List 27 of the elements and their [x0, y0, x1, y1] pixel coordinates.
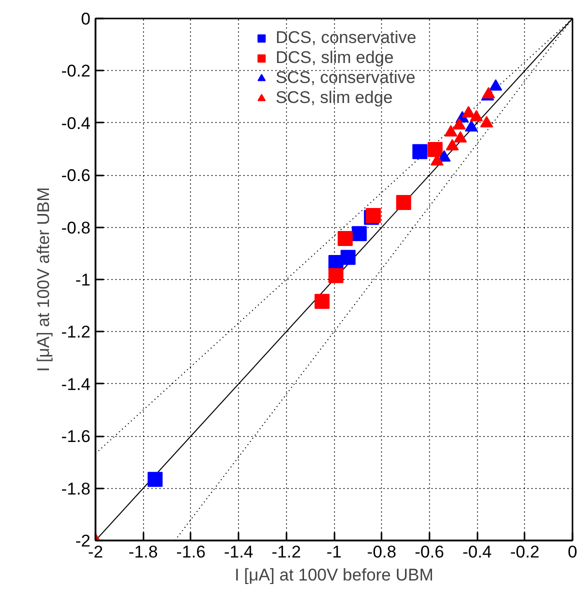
x-tick-label: -1.6: [176, 542, 206, 562]
y-tick-label: -0.8: [61, 218, 91, 238]
y-tick-label: -1: [75, 270, 91, 290]
x-tick-label: -2: [88, 542, 104, 562]
y-tick-label: -0.6: [61, 166, 91, 186]
x-tick-label: -1.4: [224, 542, 254, 562]
x-tick-label: -0.8: [367, 542, 396, 562]
y-tick-label: 0: [81, 10, 91, 28]
legend-label: DCS, conservative: [276, 28, 416, 48]
y-tick-label: -1.2: [61, 322, 91, 342]
x-tick-label: -0.4: [462, 542, 492, 562]
y-tick-label: -0.4: [61, 114, 91, 133]
y-tick-label: -1.8: [61, 479, 91, 498]
x-tick-label: -1.8: [128, 542, 158, 562]
x-axis-title: I [μA] at 100V before UBM: [234, 566, 434, 584]
x-tick-label: -1: [326, 542, 342, 562]
x-tick-label: -0.2: [510, 542, 540, 562]
x-tick-label: -1.2: [272, 542, 301, 562]
y-tick-label: -1.4: [61, 374, 91, 394]
legend-label: SCS, slim edge: [276, 88, 393, 108]
legend-label: SCS, conservative: [276, 68, 416, 88]
y-tick-label: -1.6: [61, 427, 91, 446]
x-tick-label: 0: [568, 542, 577, 562]
legend-label: DCS, slim edge: [276, 48, 394, 68]
y-tick-label: -0.2: [61, 62, 91, 81]
y-axis-title: I [μA] at 100V after UBM: [34, 187, 54, 372]
x-tick-label: -0.6: [414, 542, 444, 562]
